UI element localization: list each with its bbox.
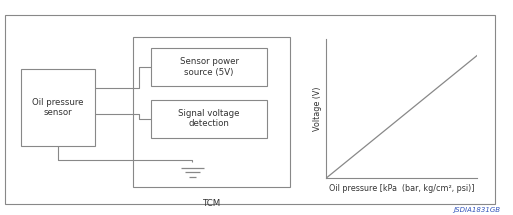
Text: Signal voltage
detection: Signal voltage detection	[179, 109, 240, 129]
Bar	[5, 15, 495, 204]
Bar	[21, 69, 95, 146]
Bar	[151, 48, 267, 86]
Bar	[151, 100, 267, 138]
X-axis label: Oil pressure [kPa  (bar, kg/cm², psi)]: Oil pressure [kPa (bar, kg/cm², psi)]	[329, 184, 474, 193]
Text: JSDIA1831GB: JSDIA1831GB	[453, 207, 500, 213]
Text: Sensor power
source (5V): Sensor power source (5V)	[180, 57, 239, 77]
Y-axis label: Voltage (V): Voltage (V)	[312, 86, 322, 131]
Text: Oil pressure
sensor: Oil pressure sensor	[32, 98, 84, 117]
Bar	[133, 37, 290, 187]
Text: TCM: TCM	[203, 199, 221, 208]
